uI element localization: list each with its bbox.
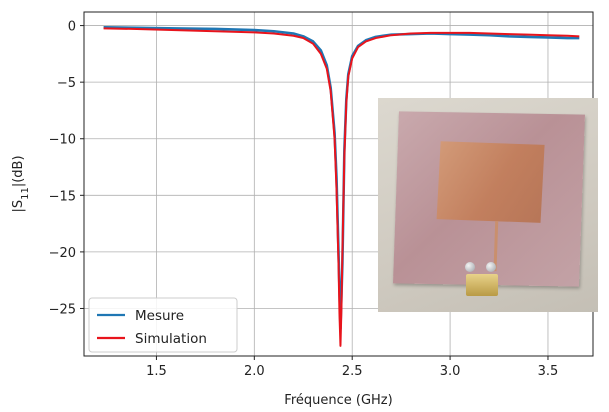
sma-connector: [466, 274, 498, 296]
copper-patch: [436, 141, 545, 223]
x-axis-ticks: 1.5 2.0 2.5 3.0 3.5: [146, 356, 558, 379]
x-tick-label: 2.5: [342, 364, 363, 379]
substrate-board: [392, 111, 586, 287]
x-axis-label: Fréquence (GHz): [284, 393, 392, 408]
legend-label-simulation: Simulation: [135, 331, 207, 347]
antenna-photo: [378, 98, 598, 312]
series-lines: [103, 25, 580, 347]
x-tick-label: 3.5: [538, 364, 559, 379]
legend-box: [88, 297, 238, 353]
legend: Mesure Simulation: [88, 297, 238, 353]
screw-icon: [465, 262, 475, 272]
screw-icon: [486, 262, 496, 272]
y-tick-label: −5: [57, 76, 76, 91]
x-tick-label: 1.5: [146, 364, 167, 379]
y-tick-label: −25: [49, 302, 76, 317]
y-axis-label: |S11|(dB): [11, 155, 31, 212]
series-line-simulation: [103, 27, 580, 347]
y-tick-label: −15: [49, 189, 76, 204]
y-tick-label: −20: [49, 246, 76, 261]
legend-label-mesure: Mesure: [135, 308, 184, 324]
y-tick-label: 0: [68, 20, 76, 35]
y-axis-label-subscript: 11: [20, 187, 31, 200]
y-axis-ticks: 0 −5 −10 −15 −20 −25: [49, 20, 84, 317]
x-tick-label: 3.0: [440, 364, 461, 379]
y-tick-label: −10: [49, 133, 76, 148]
x-tick-label: 2.0: [244, 364, 265, 379]
